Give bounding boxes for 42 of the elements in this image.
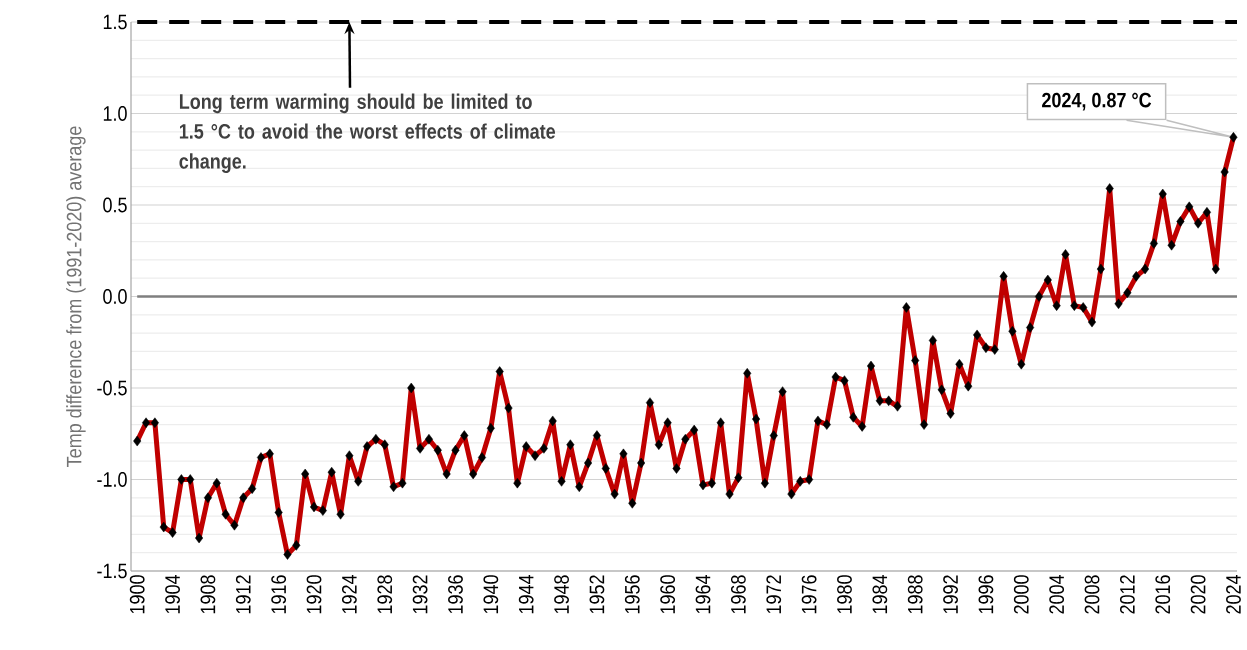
x-tick-label: 1952 [589, 575, 605, 614]
x-tick-label: 2000 [1013, 575, 1029, 614]
x-tick-label: 2004 [1049, 575, 1065, 614]
x-tick-label: 2012 [1119, 575, 1135, 614]
x-tick-label: 1904 [165, 575, 180, 614]
y-tick-label: -1.5 [97, 563, 127, 579]
x-tick-label: 1944 [518, 575, 534, 614]
y-axis-title: Temp difference from (1991-2020) average [66, 126, 86, 467]
x-tick-label: 1996 [978, 575, 994, 614]
x-tick-label: 2024 [1226, 575, 1241, 614]
x-tick-label: 1920 [306, 575, 322, 614]
x-tick-label: 1988 [907, 575, 923, 614]
x-tick-label: 1980 [837, 575, 852, 614]
x-tick-label: 1924 [341, 575, 357, 614]
x-tick-label: 2016 [1155, 575, 1171, 614]
ref-line-label: Long term warming should be limited to 1.5 °C to avoid the worst effects of climate change. [179, 93, 556, 173]
x-tick-label: 2020 [1190, 575, 1206, 614]
x-tick-label: 1928 [377, 575, 393, 614]
x-tick-label: 1940 [483, 575, 499, 614]
x-tick-label: 1948 [554, 575, 569, 614]
y-tick-label: 1.5 [103, 14, 127, 30]
x-tick-label: 1932 [412, 575, 428, 614]
x-tick-label: 1968 [730, 575, 746, 614]
x-tick-label: 1984 [872, 575, 888, 614]
x-tick-label: 2008 [1084, 575, 1100, 614]
x-tick-label: 1912 [235, 575, 251, 614]
y-tick-label: 0.5 [103, 197, 127, 213]
x-tick-label: 1908 [200, 575, 216, 614]
x-tick-label: 1956 [624, 575, 640, 614]
x-tick-label: 1916 [271, 575, 287, 614]
y-tick-label: -0.5 [97, 380, 127, 396]
x-tick-label: 1992 [943, 575, 958, 614]
x-tick-label: 1936 [448, 575, 463, 614]
x-tick-label: 1900 [129, 575, 145, 614]
x-tick-label: 1972 [766, 575, 782, 614]
y-tick-label: -1.0 [97, 472, 127, 487]
y-tick-label: 1.0 [103, 106, 127, 121]
x-tick-label: 1964 [695, 575, 711, 614]
x-tick-label: 1976 [801, 575, 817, 614]
y-tick-label: 0.0 [103, 289, 127, 304]
x-tick-label: 1960 [660, 575, 676, 614]
annotation: 2024, 0.87 °C [1042, 92, 1152, 111]
